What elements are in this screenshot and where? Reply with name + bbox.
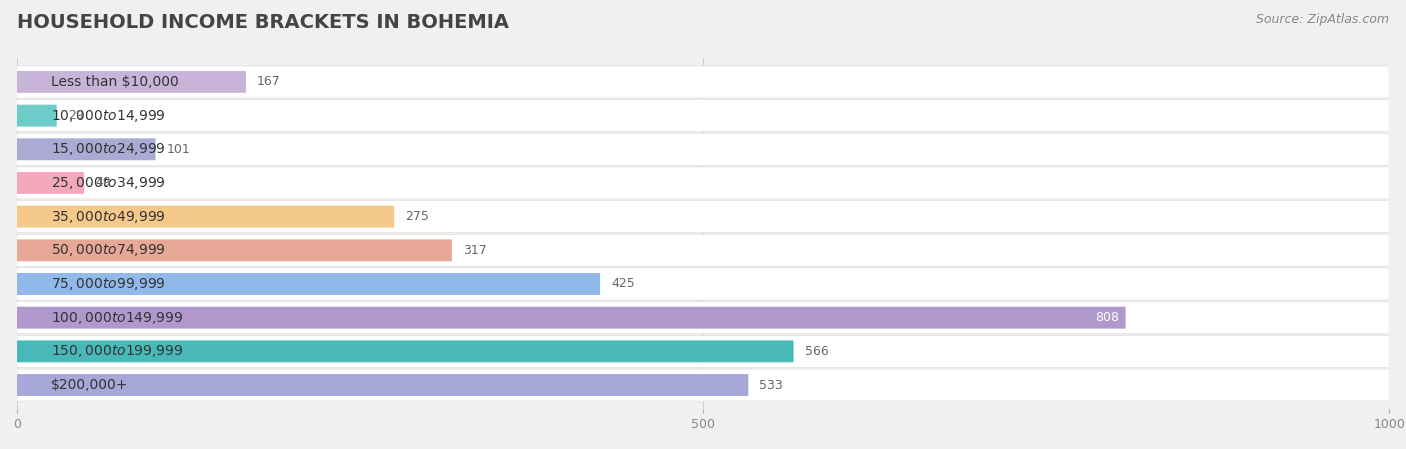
FancyBboxPatch shape	[17, 138, 156, 160]
FancyBboxPatch shape	[17, 335, 1389, 367]
Text: 808: 808	[1095, 311, 1119, 324]
Text: Less than $10,000: Less than $10,000	[51, 75, 179, 89]
FancyBboxPatch shape	[17, 234, 1389, 266]
Text: $100,000 to $149,999: $100,000 to $149,999	[51, 310, 184, 326]
FancyBboxPatch shape	[17, 268, 1389, 300]
Text: $35,000 to $49,999: $35,000 to $49,999	[51, 209, 166, 224]
FancyBboxPatch shape	[17, 100, 1389, 132]
Text: 29: 29	[67, 109, 83, 122]
Text: Source: ZipAtlas.com: Source: ZipAtlas.com	[1256, 13, 1389, 26]
Text: $75,000 to $99,999: $75,000 to $99,999	[51, 276, 166, 292]
FancyBboxPatch shape	[17, 239, 451, 261]
FancyBboxPatch shape	[17, 172, 84, 194]
Text: 101: 101	[166, 143, 190, 156]
FancyBboxPatch shape	[17, 71, 246, 93]
FancyBboxPatch shape	[17, 167, 1389, 199]
Text: 533: 533	[759, 379, 783, 392]
Text: $10,000 to $14,999: $10,000 to $14,999	[51, 108, 166, 123]
Text: 425: 425	[612, 277, 634, 291]
Text: 167: 167	[257, 75, 281, 88]
Text: $15,000 to $24,999: $15,000 to $24,999	[51, 141, 166, 157]
Text: $50,000 to $74,999: $50,000 to $74,999	[51, 242, 166, 258]
FancyBboxPatch shape	[17, 206, 394, 228]
FancyBboxPatch shape	[17, 302, 1389, 334]
FancyBboxPatch shape	[17, 201, 1389, 233]
FancyBboxPatch shape	[17, 369, 1389, 401]
FancyBboxPatch shape	[17, 105, 56, 127]
FancyBboxPatch shape	[17, 340, 793, 362]
FancyBboxPatch shape	[17, 273, 600, 295]
Text: $25,000 to $34,999: $25,000 to $34,999	[51, 175, 166, 191]
FancyBboxPatch shape	[17, 66, 1389, 98]
FancyBboxPatch shape	[17, 307, 1126, 329]
Text: $150,000 to $199,999: $150,000 to $199,999	[51, 343, 184, 359]
FancyBboxPatch shape	[17, 133, 1389, 165]
Text: 49: 49	[96, 176, 111, 189]
Text: 275: 275	[405, 210, 429, 223]
Text: 566: 566	[804, 345, 828, 358]
Text: HOUSEHOLD INCOME BRACKETS IN BOHEMIA: HOUSEHOLD INCOME BRACKETS IN BOHEMIA	[17, 13, 509, 32]
FancyBboxPatch shape	[17, 374, 748, 396]
Text: 317: 317	[463, 244, 486, 257]
Text: $200,000+: $200,000+	[51, 378, 128, 392]
